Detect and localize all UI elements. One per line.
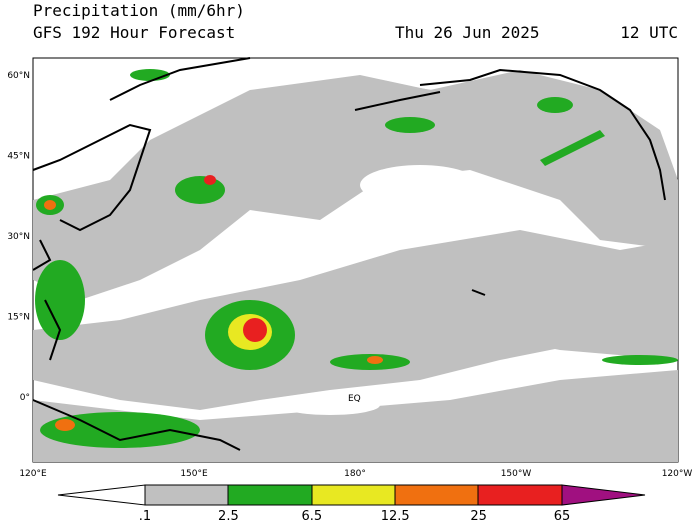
lat-labels: 60°N 45°N 30°N 15°N 0° xyxy=(7,71,30,403)
lon-labels: 120°E 150°E 180° 150°W 120°W xyxy=(19,469,692,479)
lat-label: 60°N xyxy=(7,71,30,81)
coastlines xyxy=(32,57,666,451)
lon-label: 120°E xyxy=(19,469,47,479)
colorbar-labels: .1 2.5 6.5 12.5 25 65 xyxy=(139,509,570,524)
map xyxy=(32,57,679,463)
colorbar-label: 25 xyxy=(470,509,487,524)
colorbar-label: 12.5 xyxy=(381,509,410,524)
colorbar xyxy=(57,484,646,506)
lon-label: 120°W xyxy=(662,469,693,479)
title: Precipitation (mm/6hr) xyxy=(33,1,245,20)
lat-label: 45°N xyxy=(7,152,30,162)
subtitle: GFS 192 Hour Forecast xyxy=(33,23,235,42)
colorbar-label: 6.5 xyxy=(301,509,322,524)
colorbar-label: 65 xyxy=(554,509,571,524)
lon-label: 180° xyxy=(344,469,366,479)
equator-label: EQ xyxy=(348,394,361,404)
colorbar-label: .1 xyxy=(139,509,151,524)
precip-light xyxy=(33,70,678,462)
precip-heavy xyxy=(35,69,678,448)
lon-label: 150°E xyxy=(180,469,208,479)
date: Thu 26 Jun 2025 xyxy=(395,23,540,42)
lat-label: 0° xyxy=(20,393,30,403)
lon-label: 150°W xyxy=(501,469,532,479)
time: 12 UTC xyxy=(620,23,678,42)
colorbar-label: 2.5 xyxy=(218,509,239,524)
lat-label: 15°N xyxy=(7,313,30,323)
lat-label: 30°N xyxy=(7,232,30,242)
